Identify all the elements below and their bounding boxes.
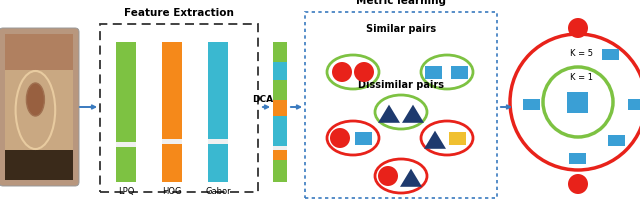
Bar xyxy=(628,99,640,110)
Circle shape xyxy=(330,128,350,148)
Bar xyxy=(567,92,588,113)
Bar xyxy=(602,49,619,60)
Circle shape xyxy=(354,62,374,82)
Text: Similar pairs: Similar pairs xyxy=(366,24,436,34)
Bar xyxy=(355,132,372,145)
Bar xyxy=(208,139,228,144)
FancyBboxPatch shape xyxy=(0,28,79,186)
Bar xyxy=(5,150,73,180)
Bar xyxy=(5,70,73,150)
Bar xyxy=(116,42,136,82)
Bar xyxy=(162,144,182,182)
Bar xyxy=(208,42,228,82)
Bar xyxy=(273,62,287,80)
Bar xyxy=(162,42,182,82)
Text: Feature Extraction: Feature Extraction xyxy=(124,8,234,18)
Bar xyxy=(208,144,228,182)
Bar xyxy=(208,82,228,139)
Bar xyxy=(273,100,287,116)
Polygon shape xyxy=(400,169,422,187)
Polygon shape xyxy=(378,105,400,123)
Bar xyxy=(5,34,73,70)
Text: HOG: HOG xyxy=(163,187,182,196)
Bar xyxy=(273,80,287,100)
Bar xyxy=(273,42,287,62)
Bar xyxy=(608,135,625,146)
Text: Metric learning: Metric learning xyxy=(356,0,446,6)
Polygon shape xyxy=(402,105,424,123)
Bar xyxy=(273,150,287,160)
Ellipse shape xyxy=(26,83,44,116)
Text: LPQ: LPQ xyxy=(118,187,134,196)
Bar xyxy=(425,66,442,79)
Bar xyxy=(162,82,182,139)
Bar xyxy=(116,147,136,182)
Bar xyxy=(162,139,182,144)
Bar xyxy=(305,12,497,198)
Polygon shape xyxy=(424,131,446,149)
Bar xyxy=(100,24,258,192)
Circle shape xyxy=(378,166,398,186)
Bar xyxy=(273,146,287,150)
Bar xyxy=(569,153,586,164)
Bar xyxy=(273,160,287,182)
Text: Gabor: Gabor xyxy=(205,187,231,196)
Text: DCA: DCA xyxy=(252,95,273,104)
Circle shape xyxy=(332,62,352,82)
Bar xyxy=(116,82,136,142)
Circle shape xyxy=(568,18,588,38)
Bar xyxy=(523,99,540,110)
Bar xyxy=(273,116,287,146)
Text: K = 1: K = 1 xyxy=(570,73,593,82)
Bar xyxy=(451,66,468,79)
Text: Dissimilar pairs: Dissimilar pairs xyxy=(358,80,444,90)
Bar xyxy=(116,142,136,147)
Bar xyxy=(449,132,466,145)
Circle shape xyxy=(568,174,588,194)
Text: K = 5: K = 5 xyxy=(570,49,593,58)
